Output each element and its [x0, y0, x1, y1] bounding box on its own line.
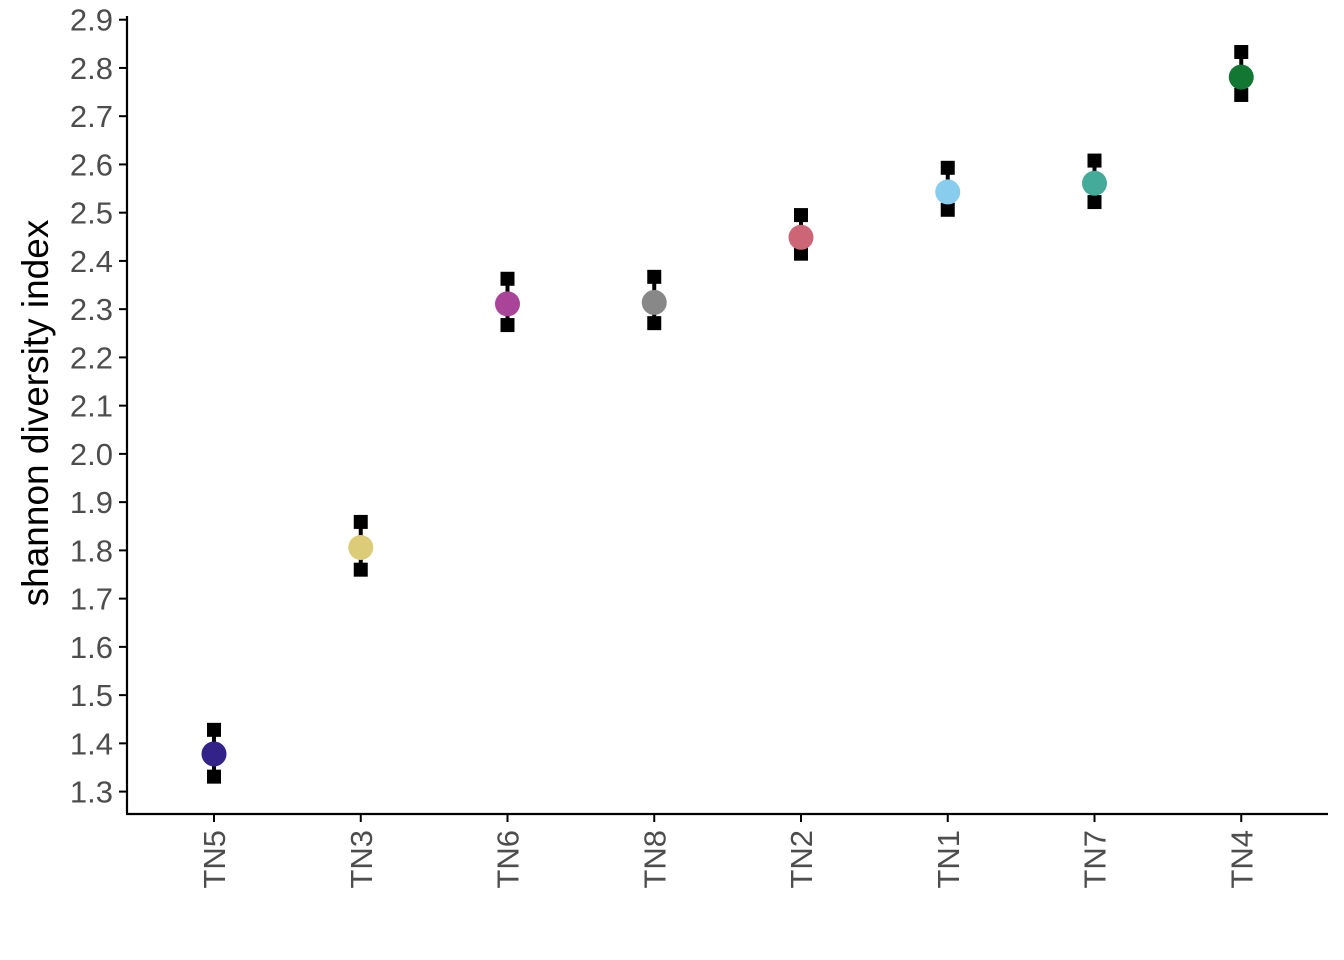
mean-point	[495, 291, 520, 317]
upper-error-marker	[1234, 45, 1249, 60]
y-tick-label: 2.9	[70, 3, 113, 38]
x-tick-label: TN1	[931, 830, 966, 889]
mean-point	[1082, 170, 1107, 196]
y-tick-label: 1.4	[70, 726, 113, 761]
y-tick-label: 1.8	[70, 533, 113, 568]
y-tick-label: 1.3	[70, 775, 113, 810]
x-tick-label: TN7	[1078, 830, 1113, 889]
lower-error-marker	[207, 769, 221, 784]
y-tick-label: 1.5	[70, 678, 113, 713]
lower-error-marker	[353, 562, 368, 577]
mean-point	[788, 224, 814, 250]
y-tick-label: 2.1	[70, 389, 113, 424]
y-tick-label: 2.8	[70, 51, 113, 86]
y-tick-label: 2.3	[70, 292, 113, 327]
mean-point	[641, 289, 667, 315]
upper-error-marker	[940, 160, 955, 175]
x-tick-label: TN5	[197, 830, 232, 889]
y-tick-label: 2.7	[70, 99, 113, 134]
y-tick-label: 2.4	[70, 244, 113, 279]
y-tick-label: 2.5	[70, 196, 113, 231]
x-tick-label: TN2	[784, 830, 819, 889]
lower-error-marker	[500, 318, 515, 333]
upper-error-marker	[500, 271, 515, 286]
y-tick-label: 1.7	[70, 582, 113, 617]
lower-error-marker	[1087, 195, 1102, 210]
y-tick-label: 1.9	[70, 485, 113, 520]
y-tick-label: 2.0	[70, 437, 113, 472]
x-ticks: TN5 TN3 TN6 TN8 TN2 TN1 TN7 TN4	[197, 814, 1259, 889]
y-tick-label: 2.6	[70, 147, 113, 182]
lower-error-marker	[794, 246, 808, 261]
mean-point	[935, 179, 961, 205]
lower-error-marker	[940, 202, 955, 217]
upper-error-marker	[794, 208, 808, 223]
upper-error-marker	[207, 722, 221, 737]
mean-point	[201, 741, 227, 767]
upper-error-marker	[353, 514, 368, 529]
upper-error-marker	[647, 269, 662, 284]
mean-point	[348, 534, 374, 560]
y-tick-label: 1.6	[70, 630, 113, 665]
y-tick-label: 2.2	[70, 340, 113, 375]
x-tick-label: TN4	[1224, 830, 1259, 889]
x-tick-label: TN8	[637, 830, 672, 889]
x-tick-label: TN6	[491, 830, 526, 889]
lower-error-marker	[647, 316, 662, 331]
lower-error-marker	[1234, 87, 1249, 102]
data-points	[201, 45, 1254, 784]
x-tick-label: TN3	[344, 830, 379, 889]
y-axis-title: shannon diversity index	[15, 219, 56, 606]
mean-point	[1228, 64, 1254, 90]
upper-error-marker	[1087, 153, 1102, 168]
y-ticks: 1.3 1.4 1.5 1.6 1.7 1.8 1.9 2.0 2.1 2.2 2.3 2.4 2.5 2…	[70, 3, 127, 810]
